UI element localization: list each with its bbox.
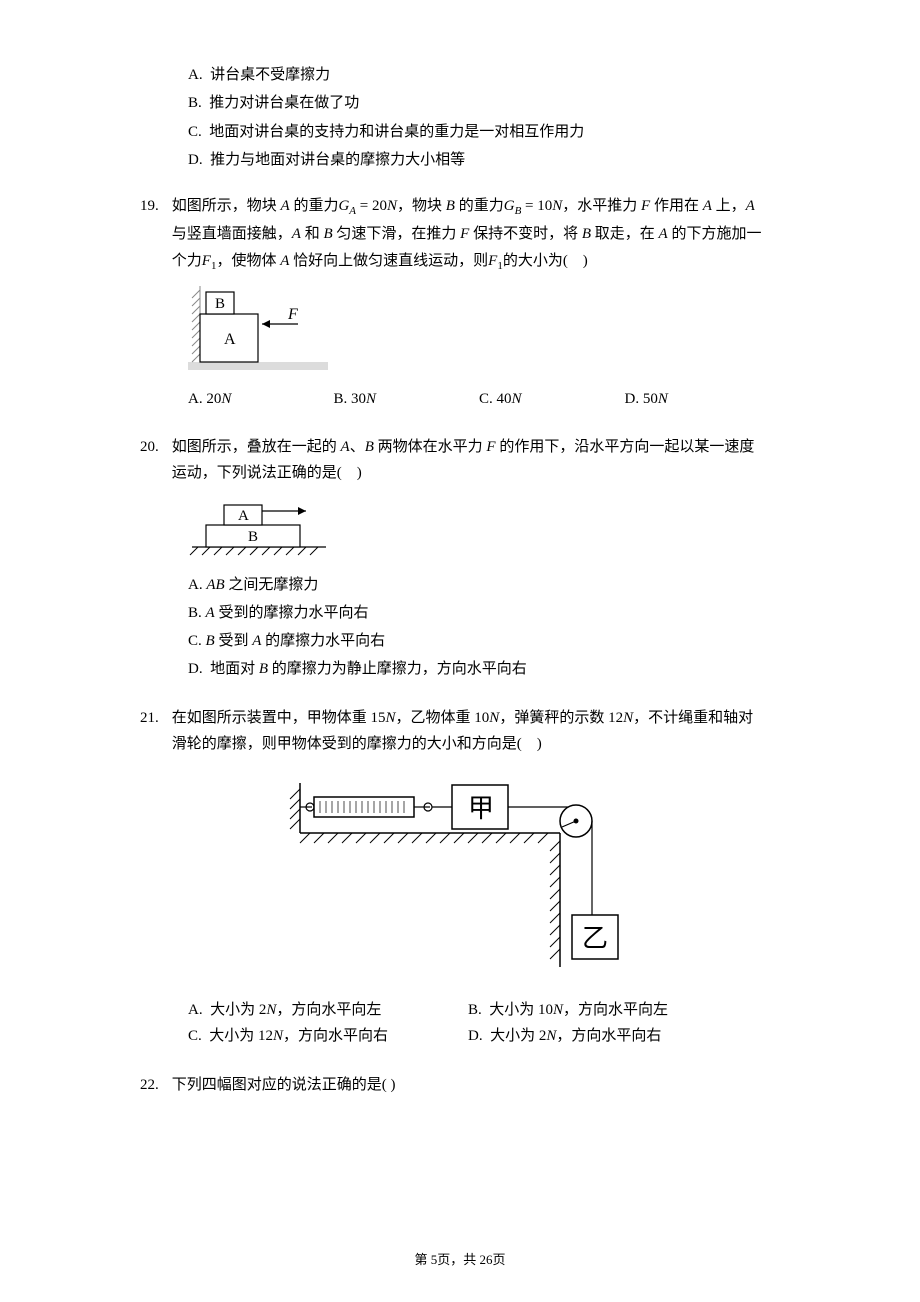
q19-stem: 如图所示，物块 A 的重力GA = 20N，物块 B 的重力GB = 10N，水… xyxy=(172,193,762,276)
q19-opt-d: D. 50N xyxy=(625,386,771,412)
q22-num: 22. xyxy=(140,1072,168,1098)
q19-num: 19. xyxy=(140,193,168,219)
q20-num: 20. xyxy=(140,434,168,460)
q21-opt-c: C. 大小为 12N，方向水平向右 xyxy=(188,1023,468,1049)
q22-stem: 下列四幅图对应的说法正确的是( ) xyxy=(172,1072,762,1098)
page: A. 讲台桌不受摩擦力 B. 推力对讲台桌在做了功 C. 地面对讲台桌的支持力和… xyxy=(0,0,920,1302)
q21-opt-b: B. 大小为 10N，方向水平向左 xyxy=(468,997,748,1023)
q19-opt-c: C. 40N xyxy=(479,386,625,412)
q20: 20. 如图所示，叠放在一起的 A、B 两物体在水平力 F 的作用下，沿水平方向… xyxy=(140,434,770,683)
q21-stem: 在如图所示装置中，甲物体重 15N，乙物体重 10N，弹簧秤的示数 12N，不计… xyxy=(172,705,762,758)
q20-figure: B A xyxy=(188,497,770,562)
q18-opt-d-text: 推力与地面对讲台桌的摩擦力大小相等 xyxy=(210,152,465,168)
page-number: 第 5页，共 26页 xyxy=(0,1249,920,1272)
q19-options: A. 20N B. 30N C. 40N D. 50N xyxy=(188,386,770,412)
q21: 21. 在如图所示装置中，甲物体重 15N，乙物体重 10N，弹簧秤的示数 12… xyxy=(140,705,770,1050)
q18-opt-c: C. 地面对讲台桌的支持力和讲台桌的重力是一对相互作用力 xyxy=(188,119,770,145)
q19-label-b: B xyxy=(215,296,225,312)
q20-label-b: B xyxy=(248,529,258,545)
q20-label-a: A xyxy=(238,508,249,524)
q18-opt-d: D. 推力与地面对讲台桌的摩擦力大小相等 xyxy=(188,147,770,173)
q19-figure: A B F xyxy=(188,286,770,376)
q18-opt-a-text: 讲台桌不受摩擦力 xyxy=(210,67,330,83)
q20-opt-a: A. AB 之间无摩擦力 xyxy=(188,572,770,598)
q20-opt-c: C. B 受到 A 的摩擦力水平向右 xyxy=(188,628,770,654)
q19-opt-b: B. 30N xyxy=(334,386,480,412)
q20-stem: 如图所示，叠放在一起的 A、B 两物体在水平力 F 的作用下，沿水平方向一起以某… xyxy=(172,434,762,487)
q18-opt-b: B. 推力对讲台桌在做了功 xyxy=(188,90,770,116)
q21-label-jia: 甲 xyxy=(468,794,494,823)
q19: 19. 如图所示，物块 A 的重力GA = 20N，物块 B 的重力GB = 1… xyxy=(140,193,770,412)
q22: 22. 下列四幅图对应的说法正确的是( ) xyxy=(140,1072,770,1098)
q21-options: A. 大小为 2N，方向水平向左 B. 大小为 10N，方向水平向左 C. 大小… xyxy=(188,997,770,1050)
q18-opt-b-text: 推力对讲台桌在做了功 xyxy=(209,95,359,111)
q20-options: A. AB 之间无摩擦力 B. A 受到的摩擦力水平向右 C. B 受到 A 的… xyxy=(188,572,770,683)
q21-opt-a: A. 大小为 2N，方向水平向左 xyxy=(188,997,468,1023)
q20-opt-b: B. A 受到的摩擦力水平向右 xyxy=(188,600,770,626)
q19-label-f: F xyxy=(287,306,298,323)
q19-label-a: A xyxy=(224,331,236,348)
q18-opt-c-text: 地面对讲台桌的支持力和讲台桌的重力是一对相互作用力 xyxy=(209,124,584,140)
q21-figure: 甲 xyxy=(280,777,770,977)
q21-opt-d: D. 大小为 2N，方向水平向右 xyxy=(468,1023,748,1049)
q21-label-yi: 乙 xyxy=(582,924,608,953)
q18-options: A. 讲台桌不受摩擦力 B. 推力对讲台桌在做了功 C. 地面对讲台桌的支持力和… xyxy=(188,62,770,173)
q21-num: 21. xyxy=(140,705,168,731)
q18-opt-a: A. 讲台桌不受摩擦力 xyxy=(188,62,770,88)
q19-opt-a: A. 20N xyxy=(188,386,334,412)
q20-opt-d: D. 地面对 B 的摩擦力为静止摩擦力，方向水平向右 xyxy=(188,656,770,682)
